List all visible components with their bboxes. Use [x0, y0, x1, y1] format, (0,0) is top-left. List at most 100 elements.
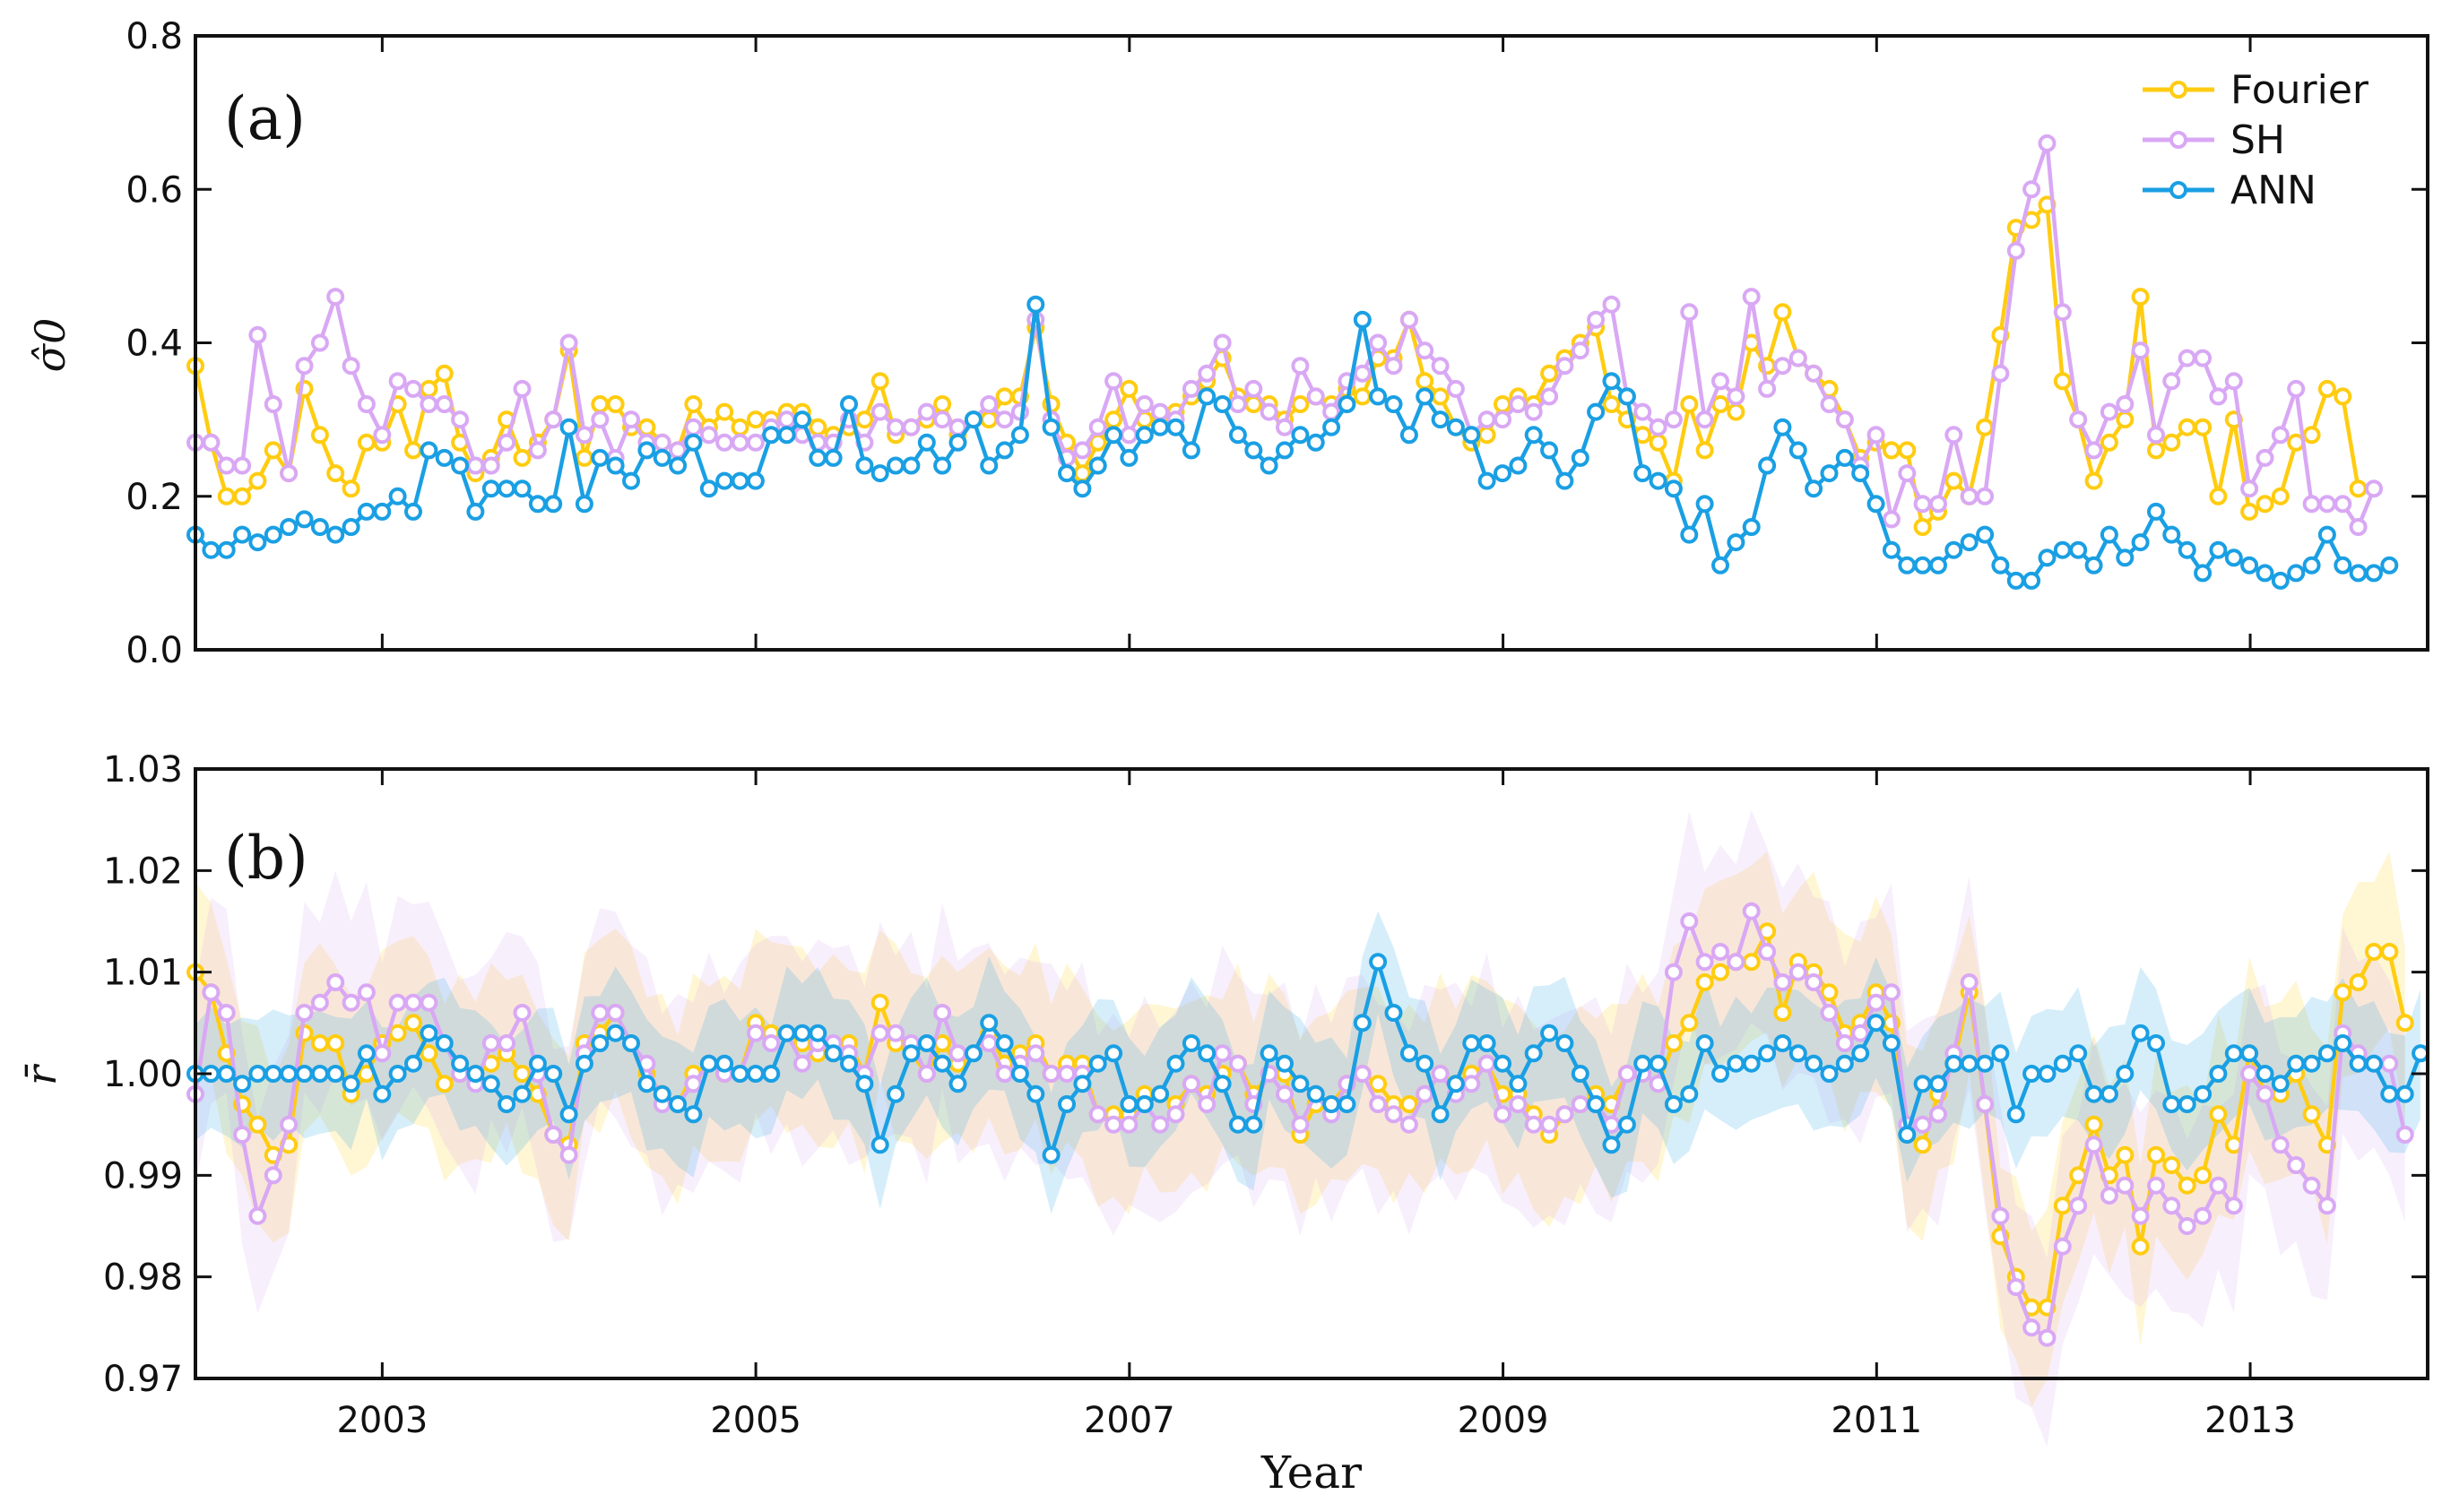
- point-ann: [1851, 1044, 1870, 1063]
- point-sh: [2006, 241, 2025, 260]
- point-ann: [1260, 1044, 1278, 1063]
- point-fourier: [435, 1075, 454, 1093]
- point-fourier: [1477, 426, 1496, 445]
- point-fourier: [513, 448, 532, 467]
- panel-b-ytick-label: 0.98: [103, 1257, 183, 1299]
- point-fourier: [591, 395, 610, 413]
- point-sh: [1291, 357, 1310, 376]
- point-ann: [2131, 533, 2150, 552]
- point-ann: [2349, 564, 2368, 583]
- point-sh: [528, 441, 547, 460]
- point-sh: [1587, 310, 1606, 329]
- point-ann: [1649, 1054, 1667, 1073]
- point-ann: [1913, 556, 1932, 575]
- point-sh: [2084, 1136, 2103, 1154]
- point-fourier: [995, 387, 1014, 406]
- point-fourier: [2162, 1156, 2181, 1174]
- point-fourier: [2131, 1237, 2150, 1256]
- point-ann: [1010, 426, 1029, 445]
- point-ann: [1213, 1075, 1232, 1093]
- point-sh: [2240, 1065, 2259, 1083]
- point-ann: [342, 518, 360, 536]
- point-ann: [1773, 1034, 1792, 1052]
- point-ann: [1555, 471, 1574, 490]
- panel-b-ytick-label: 1.01: [103, 953, 183, 994]
- point-fourier: [357, 433, 376, 452]
- point-fourier: [715, 402, 734, 421]
- point-ann: [2116, 1065, 2135, 1083]
- point-sh: [1773, 973, 1792, 991]
- point-ann: [995, 1034, 1014, 1052]
- point-fourier: [1913, 518, 1932, 536]
- point-sh: [1991, 1206, 2010, 1225]
- point-ann: [1555, 1034, 1574, 1052]
- point-fourier: [2256, 495, 2274, 514]
- point-sh: [980, 1034, 999, 1052]
- panel-b-ytick-label: 0.97: [103, 1359, 183, 1400]
- point-ann: [1835, 1054, 1854, 1073]
- point-sh: [715, 433, 734, 452]
- point-ann: [731, 1065, 749, 1083]
- point-sh: [1399, 310, 1418, 329]
- point-sh: [357, 395, 376, 413]
- point-fourier: [1494, 395, 1511, 413]
- point-ann: [1166, 418, 1185, 436]
- point-sh: [1088, 418, 1107, 436]
- point-fourier: [1695, 441, 1714, 460]
- point-sh: [2209, 1176, 2228, 1195]
- point-ann: [513, 480, 532, 498]
- point-sh: [1866, 993, 1885, 1012]
- point-sh: [1151, 1115, 1170, 1134]
- panel-a-ytick-label: 0.0: [126, 630, 183, 671]
- point-ann: [1322, 1095, 1341, 1113]
- point-fourier: [2334, 983, 2352, 1002]
- point-sh: [1929, 1105, 1947, 1124]
- point-ann: [1788, 441, 1807, 460]
- point-ann: [559, 1105, 578, 1124]
- point-sh: [1727, 953, 1745, 972]
- point-ann: [2178, 1095, 2196, 1113]
- point-sh: [544, 410, 563, 429]
- point-fourier: [513, 1065, 532, 1083]
- point-fourier: [855, 410, 874, 429]
- point-ann: [1711, 1065, 1729, 1083]
- point-ann: [1617, 387, 1636, 406]
- point-sh: [1835, 410, 1854, 429]
- point-ann: [2147, 502, 2165, 521]
- point-sh: [1742, 902, 1761, 920]
- legend-label-fourier: Fourier: [2230, 67, 2369, 113]
- point-sh: [1104, 372, 1123, 391]
- point-ann: [1338, 395, 1356, 413]
- point-sh: [1353, 364, 1372, 383]
- point-ann: [1929, 1075, 1947, 1093]
- point-ann: [933, 456, 952, 475]
- point-ann: [1882, 1034, 1901, 1052]
- point-ann: [1291, 1075, 1310, 1093]
- point-ann: [606, 456, 625, 475]
- point-fourier: [2100, 433, 2118, 452]
- point-ann: [2006, 1105, 2025, 1124]
- point-ann: [1244, 441, 1263, 460]
- panel-b-xtick-label: 2005: [710, 1400, 801, 1441]
- point-ann: [1088, 456, 1107, 475]
- point-sh: [1711, 372, 1729, 391]
- point-sh: [1416, 341, 1434, 360]
- point-ann: [2069, 540, 2088, 559]
- point-ann: [544, 495, 563, 514]
- point-ann: [2240, 1044, 2259, 1063]
- point-sh: [2116, 1176, 2135, 1195]
- point-sh: [1088, 1105, 1107, 1124]
- point-sh: [264, 395, 282, 413]
- point-ann: [1369, 953, 1388, 972]
- point-sh: [1633, 402, 1652, 421]
- point-sh: [2271, 426, 2290, 445]
- point-ann: [964, 1044, 983, 1063]
- point-ann: [513, 1084, 532, 1103]
- legend-marker-ann: [2169, 181, 2187, 199]
- point-ann: [2256, 564, 2274, 583]
- point-sh: [2287, 379, 2306, 398]
- point-fourier: [1540, 364, 1559, 383]
- point-fourier: [2365, 943, 2383, 961]
- point-ann: [2380, 556, 2399, 575]
